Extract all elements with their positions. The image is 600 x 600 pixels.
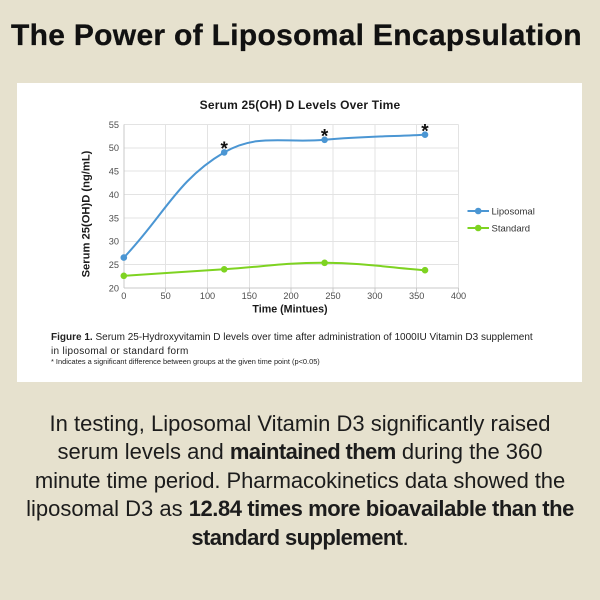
svg-text:Serum 25(OH)D (ng/mL): Serum 25(OH)D (ng/mL) (81, 150, 93, 277)
svg-text:50: 50 (160, 291, 170, 301)
svg-text:25: 25 (109, 260, 119, 270)
svg-text:0: 0 (121, 291, 126, 301)
svg-text:100: 100 (200, 291, 215, 301)
svg-text:*: * (321, 126, 329, 147)
svg-text:350: 350 (409, 291, 424, 301)
svg-text:55: 55 (109, 120, 119, 130)
svg-text:Standard: Standard (492, 223, 531, 234)
svg-text:45: 45 (109, 167, 119, 177)
svg-text:300: 300 (367, 291, 382, 301)
svg-text:400: 400 (451, 291, 466, 301)
svg-text:*: * (421, 121, 429, 142)
svg-text:Time (Mintues): Time (Mintues) (252, 304, 328, 316)
svg-text:50: 50 (109, 143, 119, 153)
svg-text:*: * (220, 139, 228, 160)
svg-text:30: 30 (109, 237, 119, 247)
svg-text:150: 150 (242, 291, 257, 301)
svg-text:40: 40 (109, 190, 119, 200)
svg-text:35: 35 (109, 213, 119, 223)
svg-text:20: 20 (109, 283, 119, 293)
svg-text:250: 250 (325, 291, 340, 301)
svg-text:Liposomal: Liposomal (492, 206, 535, 217)
svg-text:Serum 25(OH) D Levels Over Tim: Serum 25(OH) D Levels Over Time (200, 98, 401, 112)
svg-text:200: 200 (283, 291, 298, 301)
